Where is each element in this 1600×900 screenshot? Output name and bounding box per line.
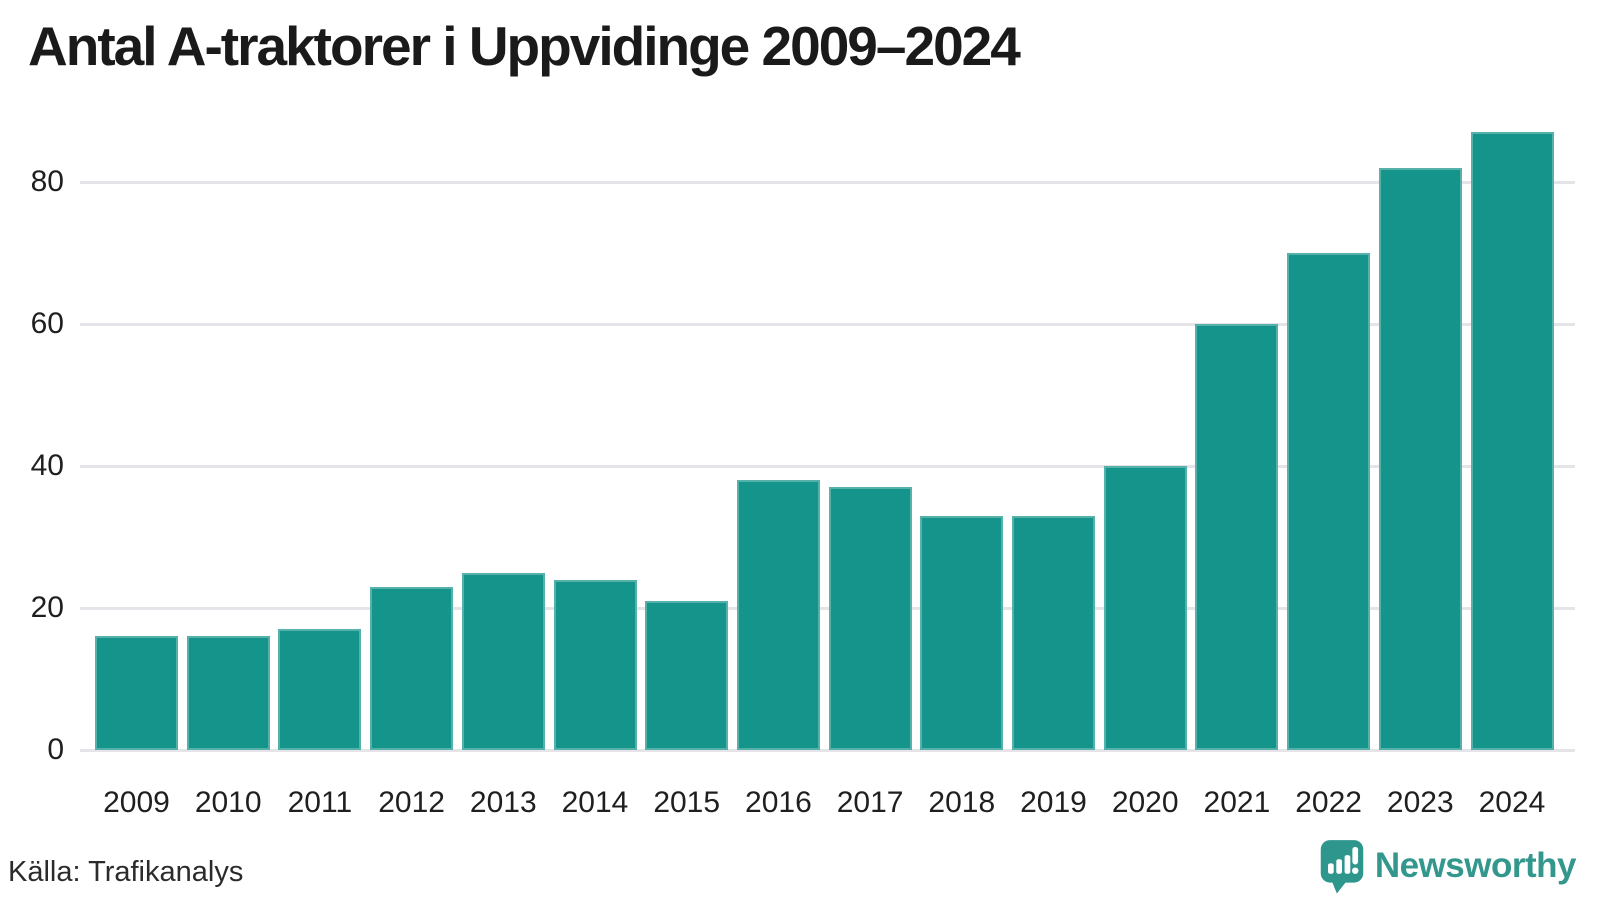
x-axis-tick-label-2014: 2014 (561, 786, 629, 819)
gridline-y0 (80, 748, 1575, 752)
bar-2024 (1470, 132, 1554, 750)
x-axis-tick-label-2016: 2016 (745, 786, 812, 819)
x-axis-tick-label-2017: 2017 (836, 786, 904, 819)
x-axis-tick-label-2013: 2013 (469, 786, 537, 819)
x-axis-tick-label-2023: 2023 (1386, 786, 1454, 819)
y-axis-tick-label: 60 (30, 307, 64, 340)
gridline-y60 (80, 322, 1575, 326)
bar-2022 (1287, 253, 1371, 750)
bar-2017 (828, 487, 912, 750)
bar-2010 (186, 636, 270, 750)
gridline-y40 (80, 464, 1575, 468)
x-axis-tick-label-2015: 2015 (653, 786, 721, 819)
bar-2009 (95, 636, 178, 750)
chart-title: Antal A-traktorer i Uppvidinge 2009–2024 (28, 15, 1021, 77)
bar-2012 (370, 586, 454, 750)
bar-2018 (920, 515, 1004, 750)
bar-2016 (736, 480, 820, 750)
x-axis-tick-label-2021: 2021 (1203, 786, 1271, 819)
x-axis-tick-label-2019: 2019 (1020, 786, 1087, 819)
x-axis-tick-label-2020: 2020 (1111, 786, 1179, 819)
y-axis-tick-label: 40 (30, 449, 64, 482)
x-axis-tick-label-2009: 2009 (103, 786, 170, 819)
x-axis-tick-label-2018: 2018 (928, 786, 996, 819)
gridline-y80 (80, 180, 1575, 184)
x-axis-tick-label-2022: 2022 (1295, 786, 1362, 819)
source-note: Källa: Trafikanalys (8, 856, 244, 888)
bar-2013 (461, 572, 545, 750)
bar-2023 (1378, 167, 1462, 750)
x-axis-tick-label-2010: 2010 (194, 786, 262, 819)
y-axis-tick-label: 20 (30, 591, 64, 624)
newsworthy-speech-bubble-icon (1320, 840, 1364, 894)
bar-2011 (278, 629, 362, 750)
bar-2020 (1103, 466, 1187, 750)
bar-2014 (553, 579, 637, 750)
newsworthy-logo: Newsworthy (1319, 838, 1577, 894)
bar-2015 (645, 600, 729, 750)
newsworthy-wordmark: Newsworthy (1374, 846, 1577, 885)
gridline-y20 (80, 606, 1575, 610)
x-axis-tick-label-2012: 2012 (378, 786, 445, 819)
x-axis-tick-label-2011: 2011 (287, 786, 353, 819)
bar-2019 (1012, 515, 1095, 750)
bar-2021 (1195, 324, 1279, 750)
y-axis-tick-label: 80 (30, 165, 64, 198)
x-axis-tick-label-2024: 2024 (1478, 786, 1546, 819)
y-axis-tick-label: 0 (47, 733, 64, 766)
